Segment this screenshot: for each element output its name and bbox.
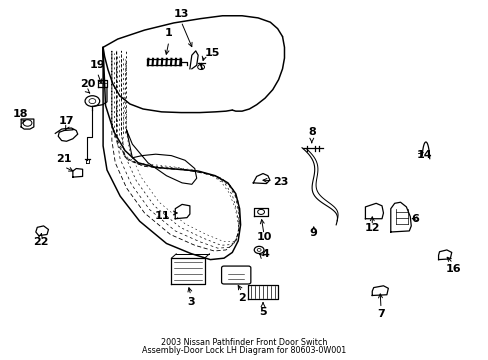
Text: 7: 7 xyxy=(376,309,384,319)
Text: 21: 21 xyxy=(56,154,72,164)
Text: 11: 11 xyxy=(155,211,170,221)
Text: 1: 1 xyxy=(165,28,172,39)
Text: 3: 3 xyxy=(187,297,194,307)
Text: 10: 10 xyxy=(256,232,271,242)
Text: 20: 20 xyxy=(80,78,95,89)
Text: 19: 19 xyxy=(89,59,105,69)
Text: 8: 8 xyxy=(307,127,315,137)
Text: Assembly-Door Lock LH Diagram for 80603-0W001: Assembly-Door Lock LH Diagram for 80603-… xyxy=(142,346,346,355)
Text: 9: 9 xyxy=(309,228,317,238)
Text: 23: 23 xyxy=(272,177,287,187)
Text: 15: 15 xyxy=(204,48,220,58)
Text: 4: 4 xyxy=(261,248,269,258)
Text: 12: 12 xyxy=(364,223,379,233)
Text: 5: 5 xyxy=(259,307,266,317)
Text: 14: 14 xyxy=(416,150,432,160)
Text: 2003 Nissan Pathfinder Front Door Switch: 2003 Nissan Pathfinder Front Door Switch xyxy=(161,338,327,347)
Text: 2: 2 xyxy=(238,293,245,303)
Text: 17: 17 xyxy=(58,116,74,126)
Text: 6: 6 xyxy=(410,215,418,224)
Text: 18: 18 xyxy=(12,109,28,119)
Text: 22: 22 xyxy=(33,237,48,247)
Text: 13: 13 xyxy=(173,9,188,19)
Text: 16: 16 xyxy=(445,264,460,274)
